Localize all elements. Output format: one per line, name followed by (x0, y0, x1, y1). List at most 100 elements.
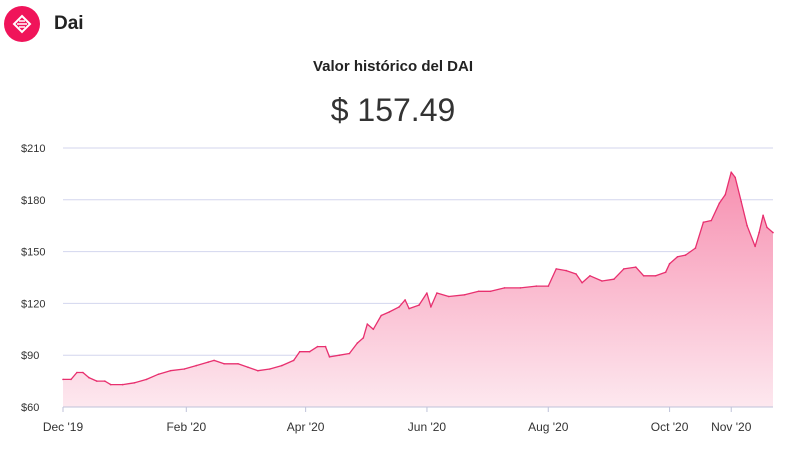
data-point (316, 345, 319, 348)
data-point (654, 275, 657, 277)
data-point (281, 364, 283, 367)
y-tick-label: $90 (21, 350, 39, 362)
data-point (157, 373, 160, 376)
data-point (463, 294, 466, 296)
data-point (366, 323, 369, 325)
x-tick-label: Oct '20 (651, 420, 689, 434)
coin-header: Dai (4, 4, 84, 44)
data-point (247, 366, 249, 369)
x-tick-label: Dec '19 (43, 420, 84, 434)
x-tick-label: Aug '20 (528, 420, 569, 434)
chart-title: Valor histórico del DAI (312, 58, 474, 75)
data-point (398, 306, 400, 308)
data-point (121, 383, 124, 386)
data-point (740, 200, 742, 203)
data-point (298, 350, 301, 353)
coin-name: Dai (54, 13, 84, 34)
data-point (324, 345, 327, 348)
y-tick-label: $120 (21, 298, 45, 310)
data-point (664, 271, 667, 274)
data-point (269, 368, 271, 370)
data-point (430, 306, 432, 308)
data-point (169, 369, 172, 372)
data-point (754, 245, 756, 248)
data-point (88, 376, 90, 379)
data-point (436, 292, 438, 294)
data-point (762, 214, 764, 217)
data-point (676, 255, 679, 258)
data-point (718, 202, 721, 205)
y-tick-label: $150 (21, 247, 45, 259)
x-tick-label: Apr '20 (287, 420, 325, 434)
data-point (338, 354, 341, 357)
data-point (555, 268, 557, 270)
data-point (82, 371, 84, 374)
data-point (145, 378, 148, 381)
data-point (96, 380, 98, 382)
data-point (223, 363, 225, 365)
data-point (183, 368, 186, 370)
data-point (724, 193, 727, 196)
data-point (356, 342, 359, 344)
data-point (372, 328, 375, 331)
data-point (408, 307, 410, 310)
data-point (503, 287, 506, 289)
data-point (62, 378, 64, 381)
data-point (489, 290, 492, 293)
data-point (404, 299, 406, 301)
y-tick-label: $60 (21, 402, 39, 414)
data-point (694, 247, 697, 249)
data-point (380, 314, 383, 317)
data-point (257, 369, 259, 372)
data-point (623, 268, 625, 270)
data-point (684, 254, 687, 256)
data-point (109, 383, 112, 386)
price-area-fill (63, 172, 773, 407)
data-point (195, 364, 197, 367)
data-point (519, 287, 522, 289)
y-tick-label: $180 (21, 195, 45, 207)
data-point (547, 285, 550, 287)
data-point (758, 231, 760, 234)
data-point (730, 171, 732, 173)
data-point (237, 363, 239, 365)
data-point (70, 378, 72, 381)
x-tick-label: Nov '20 (711, 420, 752, 434)
current-value: $ 157.49 (330, 92, 456, 128)
data-point (702, 221, 705, 223)
data-point (448, 295, 450, 298)
data-point (772, 231, 774, 234)
x-tick-label: Jun '20 (408, 420, 447, 434)
data-point (207, 361, 209, 363)
dai-diamond-icon (4, 6, 40, 42)
data-point (308, 350, 311, 353)
data-point (766, 226, 768, 229)
data-point (601, 280, 603, 282)
data-point (362, 337, 365, 339)
data-point (710, 219, 713, 222)
data-point (581, 281, 583, 284)
data-point (746, 224, 748, 227)
data-point (76, 371, 78, 374)
data-point (292, 359, 295, 362)
data-point (613, 278, 615, 281)
data-point (418, 304, 420, 306)
data-point (668, 262, 671, 265)
data-point (575, 273, 577, 275)
data-point (328, 356, 331, 358)
data-point (565, 269, 567, 272)
data-point (348, 352, 351, 355)
data-point (133, 382, 136, 384)
data-point (734, 176, 736, 179)
data-point (426, 292, 428, 294)
data-point (589, 275, 591, 277)
data-point (535, 285, 538, 287)
x-tick-label: Feb '20 (166, 420, 206, 434)
data-point (635, 266, 637, 268)
data-point (642, 275, 645, 277)
y-tick-label: $210 (21, 143, 45, 155)
data-point (477, 290, 480, 293)
data-point (388, 311, 391, 313)
data-point (213, 359, 215, 362)
